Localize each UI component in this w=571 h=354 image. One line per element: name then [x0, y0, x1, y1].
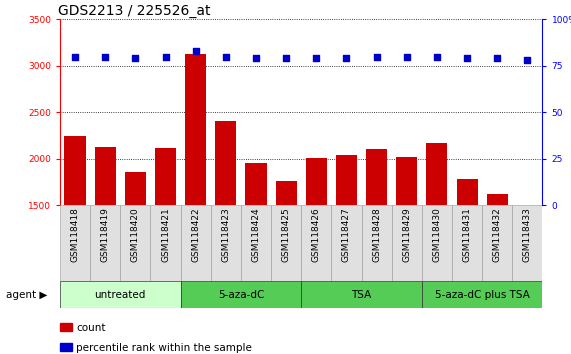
- Text: GSM118425: GSM118425: [282, 207, 291, 262]
- Text: count: count: [76, 322, 106, 333]
- FancyBboxPatch shape: [301, 205, 331, 281]
- FancyBboxPatch shape: [180, 205, 211, 281]
- Text: GSM118420: GSM118420: [131, 207, 140, 262]
- Point: [131, 56, 140, 61]
- Text: GSM118431: GSM118431: [463, 207, 472, 262]
- Text: agent ▶: agent ▶: [6, 290, 47, 300]
- Point: [493, 56, 502, 61]
- Bar: [95, 147, 116, 345]
- Point: [402, 54, 411, 59]
- FancyBboxPatch shape: [512, 205, 542, 281]
- Text: GSM118424: GSM118424: [251, 207, 260, 262]
- Point: [251, 56, 260, 61]
- Text: GSM118430: GSM118430: [432, 207, 441, 262]
- FancyBboxPatch shape: [392, 205, 422, 281]
- Bar: [305, 158, 327, 345]
- Text: GSM118419: GSM118419: [100, 207, 110, 262]
- Point: [100, 54, 110, 59]
- Bar: [517, 205, 538, 345]
- Point: [191, 48, 200, 54]
- FancyBboxPatch shape: [60, 281, 180, 308]
- FancyBboxPatch shape: [120, 205, 150, 281]
- Bar: [60, 323, 71, 331]
- FancyBboxPatch shape: [422, 205, 452, 281]
- Bar: [215, 121, 236, 345]
- Point: [161, 54, 170, 59]
- Bar: [276, 181, 297, 345]
- FancyBboxPatch shape: [90, 205, 120, 281]
- Text: GDS2213 / 225526_at: GDS2213 / 225526_at: [58, 5, 210, 18]
- Text: percentile rank within the sample: percentile rank within the sample: [76, 343, 252, 353]
- Text: GSM118429: GSM118429: [402, 207, 411, 262]
- FancyBboxPatch shape: [482, 205, 512, 281]
- Bar: [65, 136, 86, 345]
- FancyBboxPatch shape: [361, 205, 392, 281]
- FancyBboxPatch shape: [211, 205, 241, 281]
- FancyBboxPatch shape: [150, 205, 180, 281]
- Point: [432, 54, 441, 59]
- FancyBboxPatch shape: [241, 205, 271, 281]
- Point: [372, 54, 381, 59]
- Bar: [486, 194, 508, 345]
- Text: untreated: untreated: [95, 290, 146, 300]
- Text: GSM118428: GSM118428: [372, 207, 381, 262]
- Point: [342, 56, 351, 61]
- Text: GSM118433: GSM118433: [523, 207, 532, 262]
- Bar: [396, 157, 417, 345]
- FancyBboxPatch shape: [60, 205, 90, 281]
- Bar: [366, 149, 387, 345]
- Bar: [155, 148, 176, 345]
- Point: [523, 57, 532, 63]
- Text: GSM118421: GSM118421: [161, 207, 170, 262]
- Point: [221, 54, 230, 59]
- Bar: [185, 54, 206, 345]
- Text: 5-aza-dC: 5-aza-dC: [218, 290, 264, 300]
- FancyBboxPatch shape: [301, 281, 422, 308]
- Bar: [456, 179, 477, 345]
- Bar: [125, 172, 146, 345]
- FancyBboxPatch shape: [422, 281, 542, 308]
- Text: 5-aza-dC plus TSA: 5-aza-dC plus TSA: [435, 290, 529, 300]
- FancyBboxPatch shape: [271, 205, 301, 281]
- FancyBboxPatch shape: [331, 205, 361, 281]
- Point: [282, 56, 291, 61]
- Text: GSM118422: GSM118422: [191, 207, 200, 262]
- FancyBboxPatch shape: [180, 281, 301, 308]
- Text: GSM118427: GSM118427: [342, 207, 351, 262]
- Bar: [246, 162, 267, 345]
- Text: GSM118426: GSM118426: [312, 207, 321, 262]
- Text: GSM118423: GSM118423: [222, 207, 230, 262]
- Text: TSA: TSA: [351, 290, 372, 300]
- FancyBboxPatch shape: [452, 205, 482, 281]
- Text: GSM118418: GSM118418: [71, 207, 79, 262]
- Bar: [336, 155, 357, 345]
- Point: [70, 54, 79, 59]
- Point: [312, 56, 321, 61]
- Text: GSM118432: GSM118432: [493, 207, 502, 262]
- Point: [463, 56, 472, 61]
- Bar: [60, 343, 71, 350]
- Bar: [427, 143, 448, 345]
